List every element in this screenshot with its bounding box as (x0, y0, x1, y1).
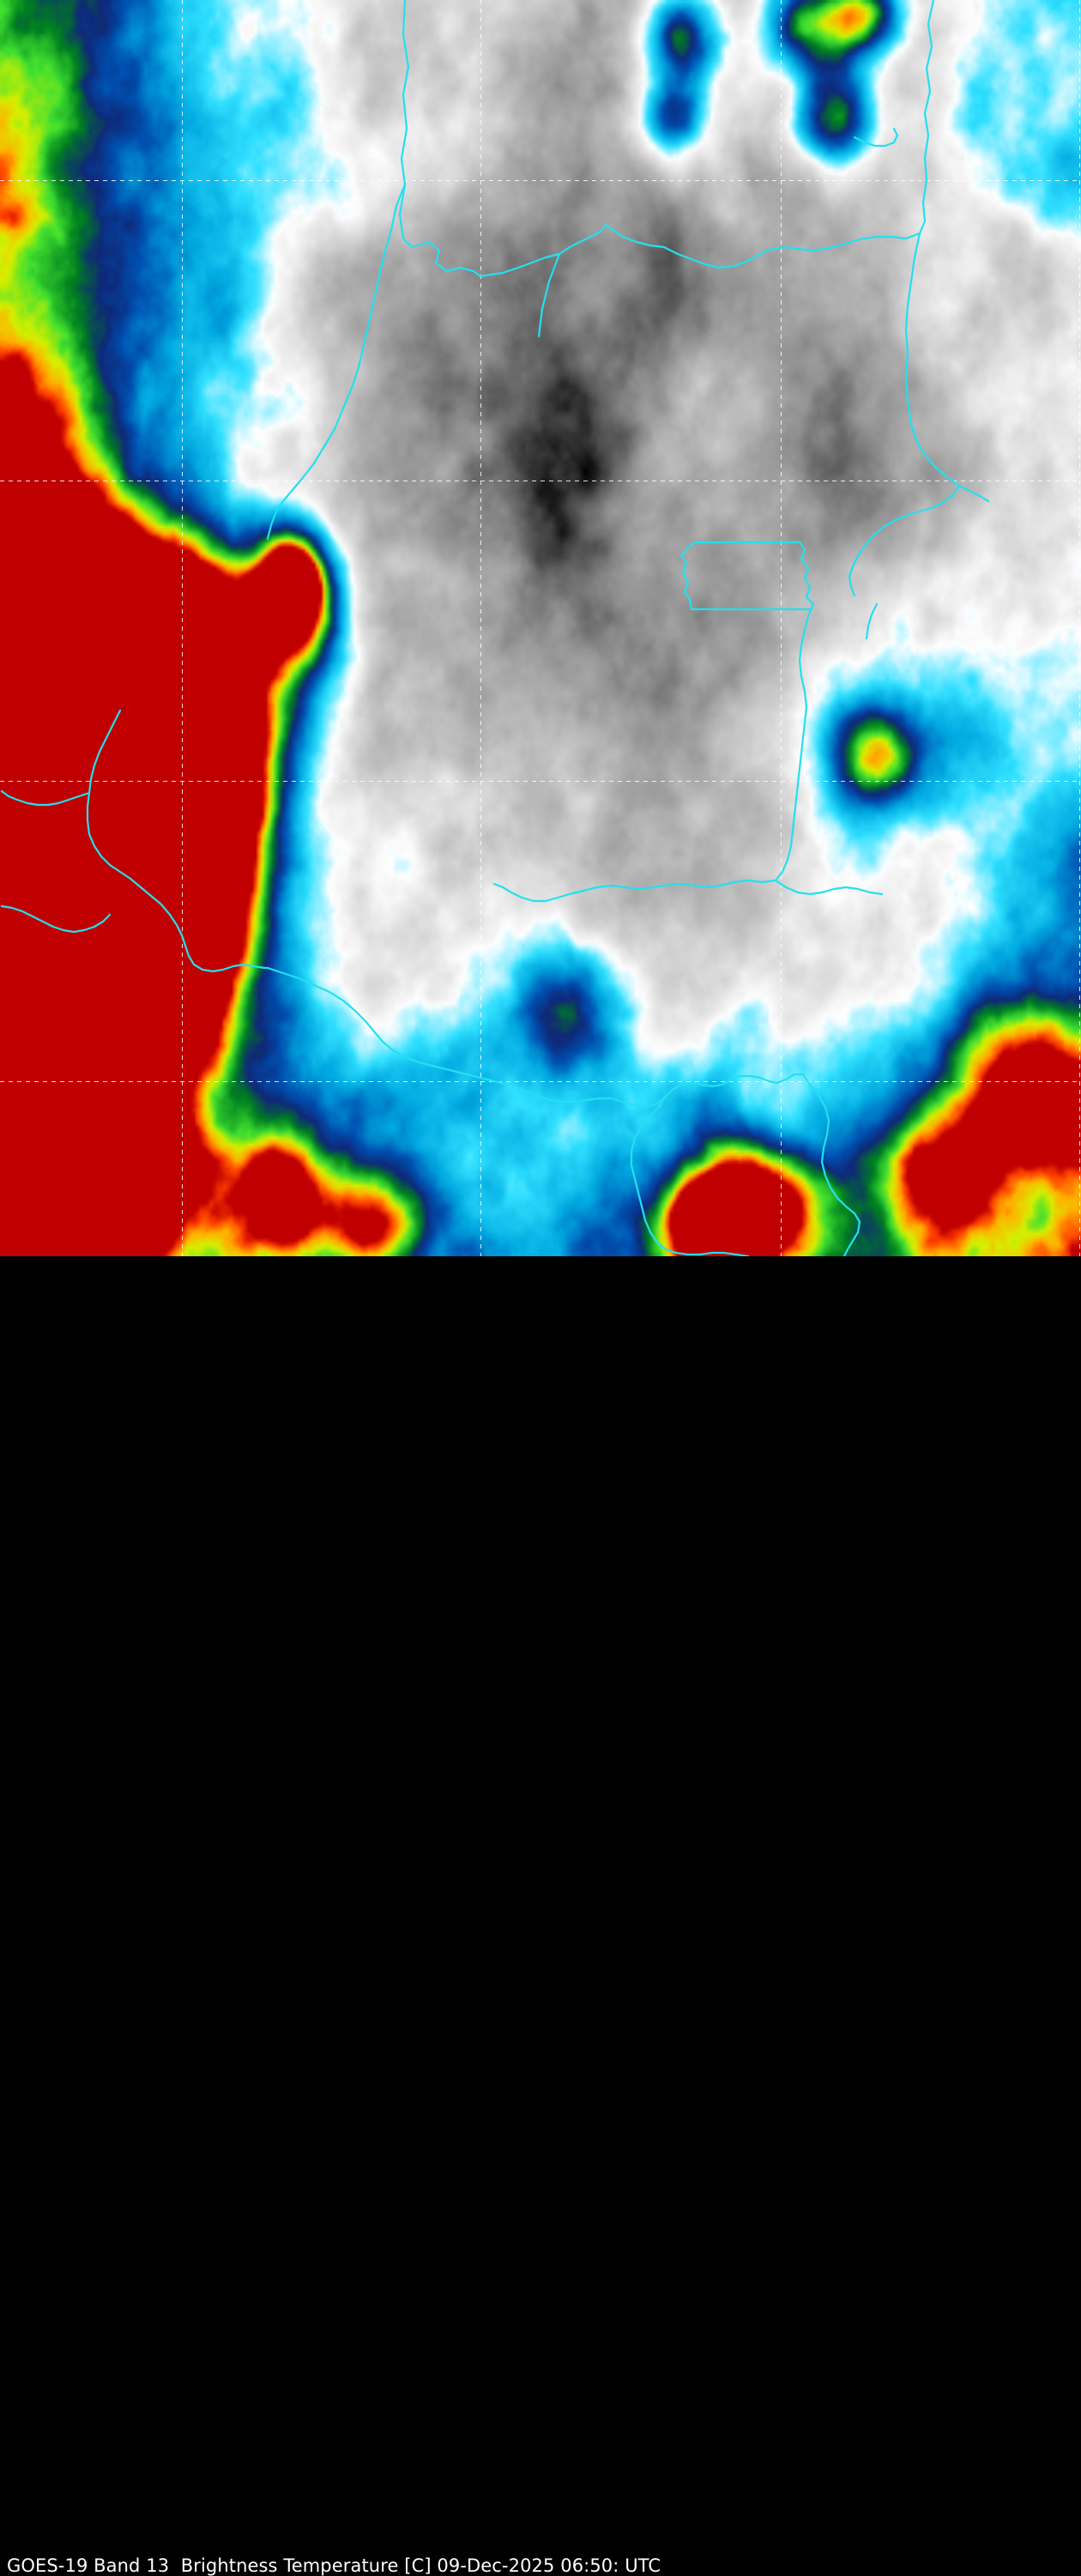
caption-bar: GOES-19 Band 13 Brightness Temperature [… (0, 1256, 1081, 2575)
satellite-raster (0, 0, 1081, 1256)
brightness-temperature-heatmap (0, 0, 1081, 1256)
product-caption: GOES-19 Band 13 Brightness Temperature [… (7, 2555, 661, 2576)
